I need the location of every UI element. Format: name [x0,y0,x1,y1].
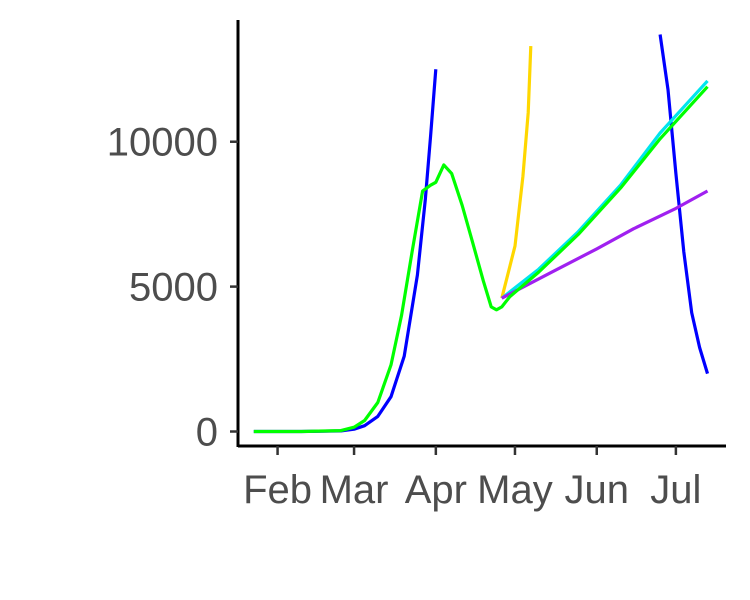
series-line-5 [501,189,709,300]
series-line-4 [500,79,709,300]
series-line-2 [658,34,710,375]
x-tick-label: Feb [243,468,312,512]
x-tick-label: Apr [405,468,467,512]
x-tick-label: Jul [650,468,701,512]
series-line-1 [253,69,438,434]
series-line-6 [253,85,709,434]
y-tick-label: 0 [196,411,218,455]
tick-layer: 0 5000 10000 Feb Mar Apr May Jun Jul [107,121,702,512]
series-layer [253,34,710,434]
x-tick-label: Jun [564,468,629,512]
series-line-3 [500,46,533,299]
x-tick-label: May [477,468,553,512]
x-tick-label: Mar [320,468,389,512]
y-tick-label: 10000 [107,121,218,165]
y-tick-label: 5000 [129,266,218,310]
